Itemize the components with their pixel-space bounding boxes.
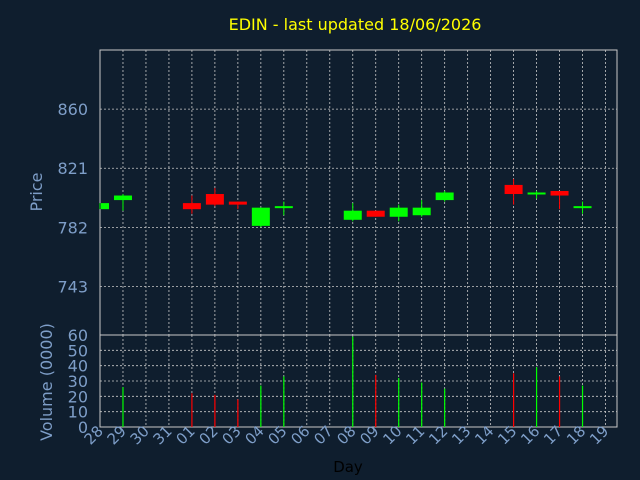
x-axis-label: Day [333, 458, 363, 476]
candle [182, 195, 201, 214]
price-y-tick-label: 743 [57, 277, 88, 296]
candle-body [412, 207, 431, 216]
volume-y-tick-label: 0 [78, 418, 88, 437]
volume-y-tick-label: 30 [68, 372, 88, 391]
candle [113, 194, 132, 211]
candle [504, 178, 523, 205]
candle-body [274, 206, 293, 209]
volume-y-tick-label: 60 [68, 326, 88, 345]
candle-body [435, 192, 454, 201]
volume-y-tick-label: 20 [68, 387, 88, 406]
candle [527, 190, 546, 199]
candle [343, 203, 362, 222]
price-grid [100, 50, 617, 335]
volume-y-tick-label: 50 [68, 341, 88, 360]
candle-body [573, 206, 592, 209]
candles [99, 178, 592, 228]
price-axis-label: Price [27, 172, 46, 211]
candle-body [550, 190, 569, 196]
candle-body [251, 207, 270, 226]
candle [274, 201, 293, 216]
candle [366, 210, 385, 217]
candle [205, 187, 224, 207]
price-y-tick-label: 821 [57, 159, 88, 178]
price-panel: 743 782 821 860 Price [27, 49, 618, 336]
candle [99, 203, 109, 210]
price-y-tick-label: 860 [57, 100, 88, 119]
candle-body [205, 194, 224, 205]
candle [389, 204, 408, 222]
price-y-tick-label: 782 [57, 218, 88, 237]
candle-body [113, 195, 132, 201]
candle [251, 207, 270, 228]
candle [573, 201, 592, 214]
candle-body [182, 203, 201, 210]
candle-body [228, 201, 247, 205]
volume-axis-label: Volume (0000) [37, 323, 56, 441]
volume-bars [122, 336, 584, 427]
candle-body [389, 207, 408, 217]
volume-y-tick-label: 10 [68, 403, 88, 422]
candle [228, 201, 247, 210]
price-y-tick-labels: 743 782 821 860 [57, 100, 88, 296]
candle [412, 200, 431, 217]
candle-body [343, 210, 362, 220]
x-tick-labels: 2829303101020304050607080910111213141516… [81, 422, 613, 448]
candle-body [101, 203, 109, 210]
candle [550, 190, 569, 210]
candle-body [527, 192, 546, 195]
candle-body [504, 184, 523, 195]
candle [435, 190, 454, 202]
volume-y-tick-label: 40 [68, 357, 88, 376]
chart-title: EDIN - last updated 18/06/2026 [229, 15, 482, 34]
candle-body [366, 210, 385, 217]
